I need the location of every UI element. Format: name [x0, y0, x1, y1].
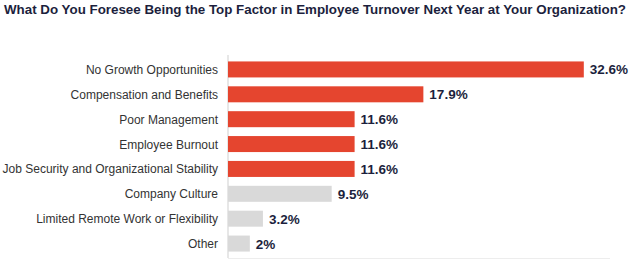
bar: [228, 61, 584, 77]
category-axis-line: [228, 55, 229, 258]
category-label: Employee Burnout: [119, 138, 218, 152]
data-label: 11.6%: [361, 112, 399, 127]
data-label: 9.5%: [338, 187, 369, 202]
data-label: 3.2%: [269, 212, 300, 227]
chart-container: What Do You Foresee Being the Top Factor…: [0, 0, 642, 264]
category-label: Compensation and Benefits: [71, 88, 218, 102]
bar: [228, 136, 355, 152]
category-label: Poor Management: [119, 113, 218, 127]
bar: [228, 111, 355, 127]
bars: [228, 61, 584, 251]
bar: [228, 211, 263, 227]
bar: [228, 86, 423, 102]
category-label: No Growth Opportunities: [86, 63, 218, 77]
data-label: 17.9%: [429, 87, 467, 102]
data-label: 11.6%: [361, 162, 399, 177]
category-label: Limited Remote Work or Flexibility: [36, 212, 218, 226]
category-label: Company Culture: [125, 187, 219, 201]
value-axis-line: [228, 258, 610, 259]
data-label: 2%: [256, 237, 276, 252]
bar: [228, 236, 250, 252]
category-label: Other: [188, 237, 218, 251]
chart-svg: What Do You Foresee Being the Top Factor…: [0, 0, 642, 264]
data-label: 32.6%: [590, 62, 628, 77]
chart-title: What Do You Foresee Being the Top Factor…: [4, 3, 626, 17]
category-label: Job Security and Organizational Stabilit…: [3, 162, 218, 176]
data-label: 11.6%: [361, 137, 399, 152]
bar: [228, 161, 355, 177]
bar: [228, 186, 332, 202]
